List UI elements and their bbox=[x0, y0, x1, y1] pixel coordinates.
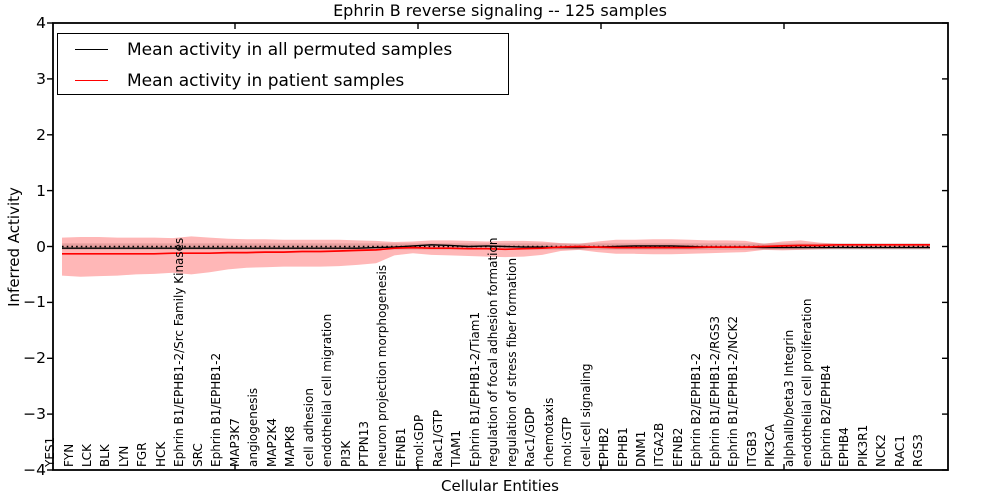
permuted-mean-line bbox=[62, 244, 930, 249]
x-category-label: angiogenesis bbox=[246, 387, 261, 467]
x-category-label: regulation of stress fiber formation bbox=[504, 257, 519, 467]
x-category-label: Ephrin B1/EPHB1-2 bbox=[209, 352, 224, 467]
x-category-label: PIK3CA bbox=[763, 424, 778, 467]
x-category-label: EFNB2 bbox=[670, 427, 685, 467]
y-tick-label: −3 bbox=[23, 405, 46, 423]
legend-line-sample-red bbox=[75, 80, 108, 81]
x-category-label: mol:GDP bbox=[412, 414, 427, 467]
legend-label-permuted: Mean activity in all permuted samples bbox=[127, 39, 453, 60]
patient-mean-line bbox=[62, 243, 930, 255]
x-category-label: endothelial cell proliferation bbox=[800, 298, 815, 467]
x-category-label: Ephrin B1/EPHB1-2/Src Family Kinases bbox=[172, 237, 187, 467]
y-tick-label: 4 bbox=[36, 14, 46, 32]
x-category-label: mol:GTP bbox=[560, 417, 575, 467]
x-category-label: LYN bbox=[116, 445, 131, 467]
x-category-label: EPHB2 bbox=[597, 427, 611, 467]
x-category-label: MAP3K7 bbox=[227, 418, 242, 467]
x-category-label: FGR bbox=[135, 442, 150, 467]
y-tick-label: −2 bbox=[23, 349, 46, 367]
x-category-label: chemotaxis bbox=[541, 397, 556, 467]
legend: Mean activity in all permuted samples Me… bbox=[57, 33, 509, 95]
x-category-label: EPHB4 bbox=[837, 427, 852, 467]
y-tick-label: 3 bbox=[36, 70, 46, 88]
x-category-label: ITGA2B bbox=[652, 422, 667, 467]
x-category-label: cell adhesion bbox=[301, 388, 316, 467]
x-category-label: EFNB1 bbox=[393, 427, 408, 467]
chart-title: Ephrin B reverse signaling -- 125 sample… bbox=[333, 1, 667, 20]
y-tick-label: 1 bbox=[36, 182, 46, 200]
x-category-label: TIAM1 bbox=[449, 429, 464, 467]
x-category-label: ITGB3 bbox=[744, 430, 759, 467]
x-category-label: alphaIIb/beta3 Integrin bbox=[781, 329, 796, 467]
legend-item-permuted: Mean activity in all permuted samples bbox=[58, 34, 508, 65]
x-category-label: Ephrin B2/EPHB4 bbox=[818, 364, 833, 467]
x-category-label: Rac1/GTP bbox=[430, 409, 445, 467]
legend-line-sample-black bbox=[75, 49, 108, 50]
y-tick-label: −1 bbox=[23, 293, 46, 311]
x-category-label: neuron projection morphogenesis bbox=[375, 264, 390, 467]
x-category-label: Rac1/GDP bbox=[523, 407, 538, 467]
x-category-label: SRC bbox=[190, 443, 205, 467]
x-category-label: regulation of focal adhesion formation bbox=[486, 237, 501, 467]
x-category-label: cell-cell signaling bbox=[578, 363, 593, 468]
x-category-label: YES1 bbox=[43, 436, 57, 467]
x-category-label: PIK3R1 bbox=[855, 424, 870, 467]
x-category-label: HCK bbox=[153, 441, 168, 467]
legend-item-patient: Mean activity in patient samples bbox=[58, 65, 508, 96]
x-category-label: RGS3 bbox=[911, 434, 925, 467]
x-category-label: Ephrin B1/EPHB1-2/NCK2 bbox=[726, 316, 741, 467]
x-category-label: BLK bbox=[98, 444, 113, 467]
x-category-label: endothelial cell migration bbox=[320, 313, 334, 467]
x-category-label: EPHB1 bbox=[615, 427, 630, 467]
y-tick-label: −4 bbox=[23, 461, 46, 479]
x-category-label: MAPK8 bbox=[283, 425, 298, 467]
x-axis-label: Cellular Entities bbox=[441, 477, 559, 495]
x-category-label: Ephrin B1/EPHB1-2/Tiam1 bbox=[467, 311, 482, 467]
x-category-label: LCK bbox=[79, 444, 94, 467]
x-category-label: RAC1 bbox=[892, 435, 907, 467]
x-category-label: NCK2 bbox=[874, 434, 889, 467]
x-category-label: PI3K bbox=[338, 440, 353, 467]
x-category-label: FYN bbox=[61, 443, 76, 467]
y-tick-label: 0 bbox=[36, 238, 46, 256]
legend-label-patient: Mean activity in patient samples bbox=[127, 70, 405, 91]
x-category-label: MAP2K4 bbox=[264, 418, 279, 467]
x-category-label: Ephrin B1/EPHB1-2/RGS3 bbox=[707, 315, 722, 467]
y-tick-label: 2 bbox=[36, 126, 46, 144]
x-category-label: Ephrin B2/EPHB1-2 bbox=[689, 352, 704, 467]
x-category-label: PTPN13 bbox=[357, 420, 371, 467]
x-category-label: DNM1 bbox=[634, 430, 648, 467]
